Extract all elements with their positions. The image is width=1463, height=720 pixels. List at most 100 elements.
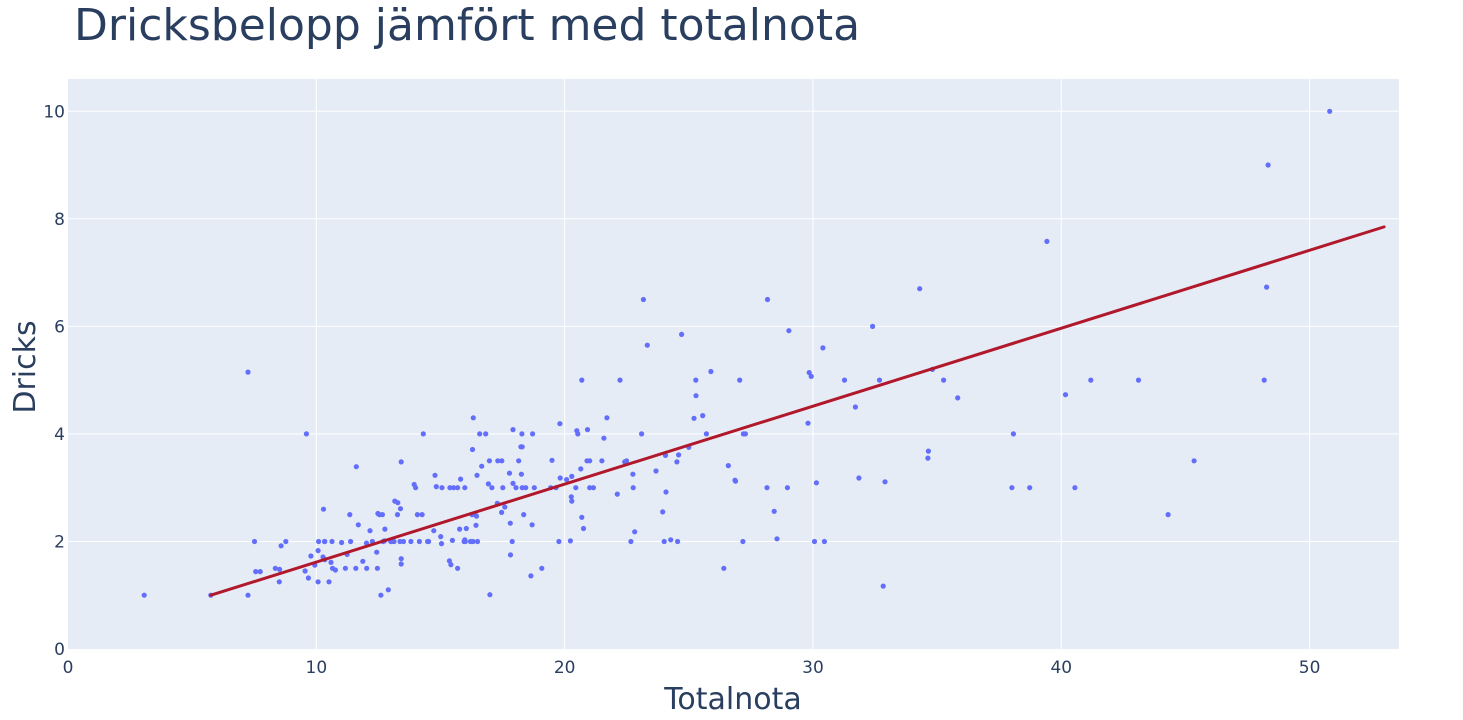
data-point <box>382 526 388 532</box>
data-point <box>473 522 479 528</box>
data-point <box>599 458 605 464</box>
data-point <box>1264 284 1270 290</box>
data-point <box>499 458 505 464</box>
data-point <box>509 538 515 545</box>
data-point <box>573 485 579 491</box>
data-point <box>257 569 263 575</box>
data-point <box>617 377 623 383</box>
data-point <box>347 511 353 518</box>
data-point <box>408 538 414 545</box>
data-point <box>438 541 445 547</box>
data-point <box>303 431 309 437</box>
data-point <box>557 421 563 427</box>
data-point <box>601 435 607 441</box>
data-point <box>764 485 770 491</box>
data-point <box>925 448 932 454</box>
data-point <box>438 534 444 540</box>
data-point <box>708 368 714 375</box>
data-point <box>486 458 492 464</box>
data-point <box>880 583 886 589</box>
data-point <box>385 587 391 593</box>
data-point <box>870 323 876 329</box>
data-point <box>510 427 516 433</box>
data-point <box>426 538 432 545</box>
data-point <box>630 485 636 491</box>
data-point <box>764 296 771 303</box>
data-point <box>1265 162 1271 168</box>
data-point <box>590 485 597 491</box>
data-point <box>640 296 647 303</box>
x-axis-title: Totalnota <box>663 682 802 717</box>
data-point <box>580 525 587 532</box>
data-point <box>852 404 859 410</box>
x-tick-label: 30 <box>802 658 824 678</box>
data-point <box>630 471 636 477</box>
x-tick-label: 50 <box>1299 658 1321 678</box>
data-point <box>495 458 501 464</box>
y-tick-label: 2 <box>54 532 65 552</box>
data-point <box>374 565 380 571</box>
data-point <box>329 538 335 545</box>
data-point <box>510 480 516 486</box>
data-point <box>876 377 883 383</box>
data-point <box>458 476 464 482</box>
data-point <box>674 459 680 465</box>
data-point <box>531 485 537 491</box>
data-point <box>917 286 923 292</box>
data-point <box>521 511 527 518</box>
data-point <box>413 485 419 491</box>
chart-title: Dricksbelopp jämfört med totalnota <box>74 0 860 51</box>
x-tick-label: 20 <box>554 658 576 678</box>
data-point <box>308 553 314 559</box>
data-point <box>483 431 489 437</box>
data-point <box>455 565 461 571</box>
data-point <box>507 552 514 558</box>
data-point <box>786 328 792 334</box>
data-point <box>305 575 311 581</box>
data-point <box>342 565 348 571</box>
data-point <box>771 508 777 514</box>
data-point <box>272 565 278 571</box>
data-point <box>462 485 468 491</box>
data-point <box>479 463 485 469</box>
data-point <box>360 558 366 564</box>
data-point <box>487 592 493 598</box>
data-point <box>813 480 820 486</box>
data-point <box>353 565 359 571</box>
data-point <box>473 513 480 519</box>
data-point <box>398 561 404 567</box>
data-point <box>400 538 407 545</box>
data-point <box>283 538 289 545</box>
data-point <box>449 537 455 544</box>
x-tick-label: 40 <box>1050 658 1072 678</box>
data-point <box>693 393 699 399</box>
data-point <box>530 431 536 437</box>
data-point <box>567 538 574 544</box>
data-point <box>462 538 468 545</box>
data-point <box>661 538 667 545</box>
data-point <box>516 458 522 464</box>
data-point <box>276 579 282 585</box>
data-point <box>328 559 334 566</box>
data-point <box>506 470 513 476</box>
data-point <box>569 473 575 479</box>
data-point <box>1009 485 1015 491</box>
data-point <box>451 485 457 491</box>
data-point <box>700 413 706 419</box>
data-point <box>315 579 321 585</box>
data-point <box>1062 392 1069 398</box>
data-point <box>519 444 525 450</box>
data-point <box>1010 431 1017 437</box>
data-point <box>528 573 534 579</box>
data-point <box>507 520 513 526</box>
data-point <box>474 538 481 545</box>
data-point <box>348 538 354 545</box>
data-point <box>675 538 681 545</box>
data-point <box>821 538 828 545</box>
data-point <box>518 471 525 477</box>
data-point <box>805 420 811 426</box>
y-tick-label: 10 <box>43 102 65 122</box>
data-point <box>737 377 743 383</box>
y-tick-label: 8 <box>54 210 65 230</box>
